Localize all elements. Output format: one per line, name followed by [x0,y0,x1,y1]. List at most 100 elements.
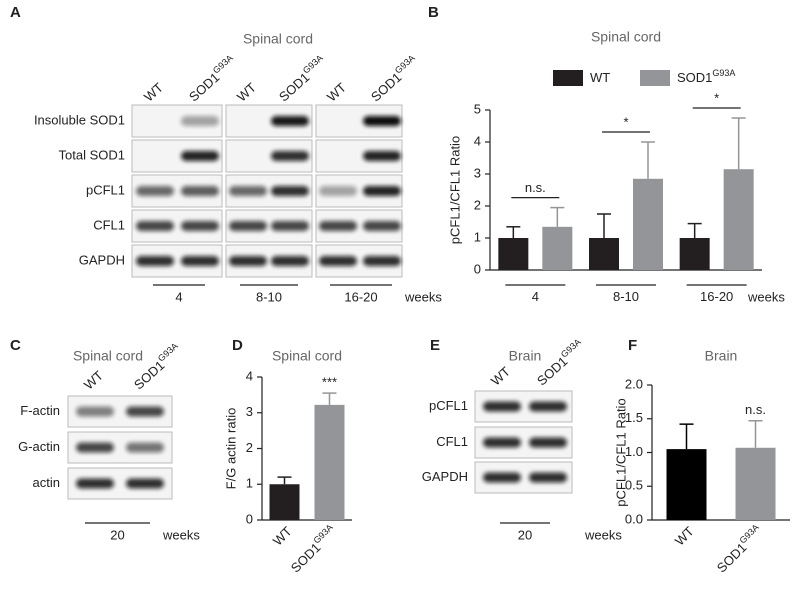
lane-label: SOD1G93A [185,53,240,105]
y-tick-label: 1 [246,476,253,491]
blot-band [319,256,357,266]
y-tick-label: 0 [246,511,253,526]
blot-band [136,256,174,266]
bar [723,169,754,270]
y-tick-label: 5 [474,101,481,116]
legend-label-main: SOD1 [677,70,712,85]
lane-label: WT [488,364,513,389]
bar [679,238,710,270]
x-tick-label: SOD1G93A [287,522,340,575]
legend-label-main: WT [590,70,610,85]
error-bar [687,222,702,238]
x-tick-label: 8-10 [613,289,639,304]
significance-label: n.s. [745,402,766,417]
blot-band [181,256,219,266]
y-tick-label: 0.5 [625,478,643,493]
blot-band [319,221,357,231]
blot-band [363,151,401,161]
blot-band [483,401,521,412]
y-tick-label: 1 [474,229,481,244]
blot-band [181,116,219,126]
lane-label: WT [324,80,349,105]
blot-band [363,116,401,126]
y-tick-label: 2.0 [625,376,643,391]
error-bar [731,117,746,170]
chart-title: Brain [705,348,738,364]
row-label: GAPDH [79,252,125,267]
panel-letter: D [232,337,243,354]
blot-band [529,437,567,448]
y-tick-label: 0 [474,261,481,276]
x-tick-label-sup: G93A [738,522,761,545]
blot-band [126,478,164,489]
row-label: G-actin [18,439,60,454]
lane-label-main: WT [234,80,259,105]
lane-label: WT [234,80,259,105]
blot-band [363,186,401,196]
significance-label: n.s. [525,180,546,195]
legend-label: SOD1G93A [677,68,735,85]
row-label: Insoluble SOD1 [34,112,125,127]
bar [498,238,529,270]
y-tick-label: 2 [246,440,253,455]
lane-label-main: WT [324,80,349,105]
bar [314,404,345,520]
error-bar [597,213,611,238]
blot-band [181,151,219,161]
x-tick-label-main: 8-10 [613,289,639,304]
row-label: GAPDH [422,469,468,484]
error-bar [277,476,292,485]
blot-band [181,186,219,196]
row-label: pCFL1 [86,182,125,197]
row-label: CFL1 [436,434,468,449]
blot-band [76,442,114,453]
bar [666,449,707,520]
panel-letter: A [10,4,21,21]
bar [735,447,776,520]
blot-band [363,256,401,266]
x-tick-label-main: WT [270,524,295,549]
x-tick-label-sup: G93A [312,522,335,545]
panel-title: Spinal cord [73,348,143,364]
blot-band [126,442,164,453]
lane-label-sup: G93A [393,53,417,76]
y-axis-label: F/G actin ratio [223,408,238,490]
x-tick-label: 16-20 [700,289,733,304]
x-tick-label: WT [270,524,295,549]
significance-label: *** [322,375,337,390]
y-tick-label: 2 [474,197,481,212]
row-label: pCFL1 [429,398,468,413]
y-tick-label: 3 [474,165,481,180]
x-tick-label-main: WT [672,524,697,549]
row-label: actin [33,475,60,490]
x-tick-label: WT [672,524,697,549]
blot-band [319,186,357,196]
lane-label-sup: G93A [301,53,325,76]
panel-title: Spinal cord [243,31,313,47]
lane-label-sup: G93A [211,53,235,76]
bar [269,484,300,520]
legend-label-sup: G93A [712,68,735,78]
blot-band [483,437,521,448]
blot-band [76,478,114,489]
lane-label: SOD1G93A [367,53,422,105]
group-label: 8-10 [256,289,282,304]
lane-label: WT [81,368,106,393]
y-tick-label: 0.0 [625,511,643,526]
error-bar [550,206,565,227]
panel-title: Brain [509,348,542,364]
blot-band [271,256,309,266]
panel-letter: B [428,4,439,21]
y-tick-label: 1.0 [625,444,643,459]
blot-band [483,472,521,483]
panel-letter: F [628,337,637,354]
x-tick-label: SOD1G93A [713,522,766,575]
significance-label: * [623,114,628,129]
panel-letter: C [10,337,21,354]
y-tick-label: 4 [246,368,253,383]
y-tick-label: 4 [474,133,481,148]
blot-band [126,406,164,417]
blot-band [181,221,219,231]
blot-band [271,116,309,126]
